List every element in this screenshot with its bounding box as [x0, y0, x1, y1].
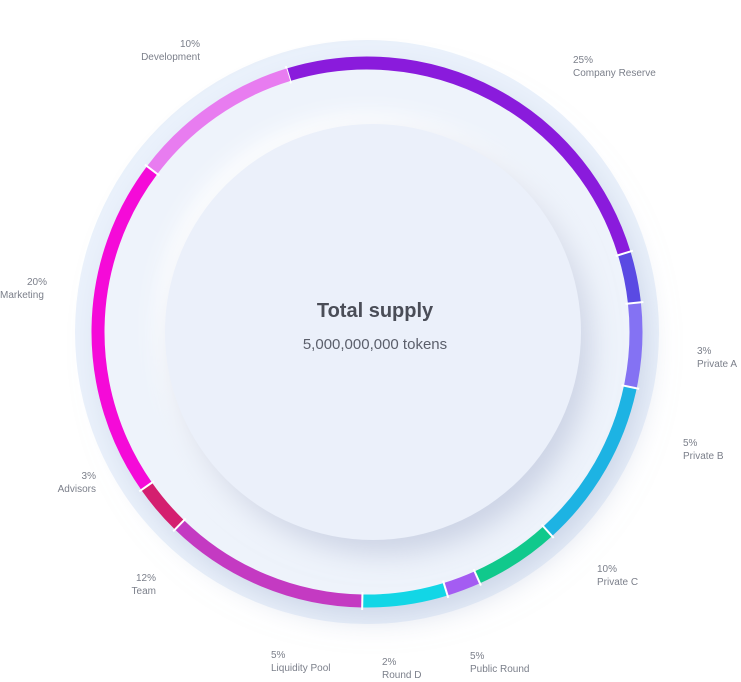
slice-value: 20% [0, 276, 47, 289]
label-round-d: 2% Round D [382, 656, 421, 682]
label-public-round: 5% Public Round [470, 650, 529, 676]
slice-label: Company Reserve [573, 67, 656, 80]
slice-label: Marketing [0, 289, 47, 302]
slice-value: 10% [597, 563, 638, 576]
slice-value: 5% [271, 649, 330, 662]
label-liquidity-pool: 5% Liquidity Pool [271, 649, 330, 675]
slice-value: 5% [683, 437, 724, 450]
slice-label: Public Round [470, 663, 529, 676]
slice-label: Team [100, 585, 156, 598]
chart-subtitle: 5,000,000,000 tokens [235, 336, 515, 353]
label-team: 12% Team [100, 572, 156, 598]
label-company-reserve: 25% Company Reserve [573, 54, 656, 80]
slice-value: 2% [382, 656, 421, 669]
label-private-b: 5% Private B [683, 437, 724, 463]
slice-value: 25% [573, 54, 656, 67]
label-marketing: 20% Marketing [0, 276, 47, 302]
label-advisors: 3% Advisors [36, 470, 96, 496]
slice-value: 12% [100, 572, 156, 585]
slice-label: Development [120, 51, 200, 64]
chart-title: Total supply [255, 300, 495, 323]
slice-label: Advisors [36, 483, 96, 496]
inner-disc [165, 124, 581, 540]
slice-value: 3% [697, 345, 737, 358]
label-private-c: 10% Private C [597, 563, 638, 589]
slice-label: Liquidity Pool [271, 662, 330, 675]
slice-value: 10% [120, 38, 200, 51]
slice-label: Round D [382, 669, 421, 682]
label-development: 10% Development [120, 38, 200, 64]
slice-label: Private B [683, 450, 724, 463]
slice-value: 3% [36, 470, 96, 483]
slice-label: Private A [697, 358, 737, 371]
slice-value: 5% [470, 650, 529, 663]
slice-private-b [630, 303, 636, 387]
label-private-a: 3% Private A [697, 345, 737, 371]
slice-label: Private C [597, 576, 638, 589]
